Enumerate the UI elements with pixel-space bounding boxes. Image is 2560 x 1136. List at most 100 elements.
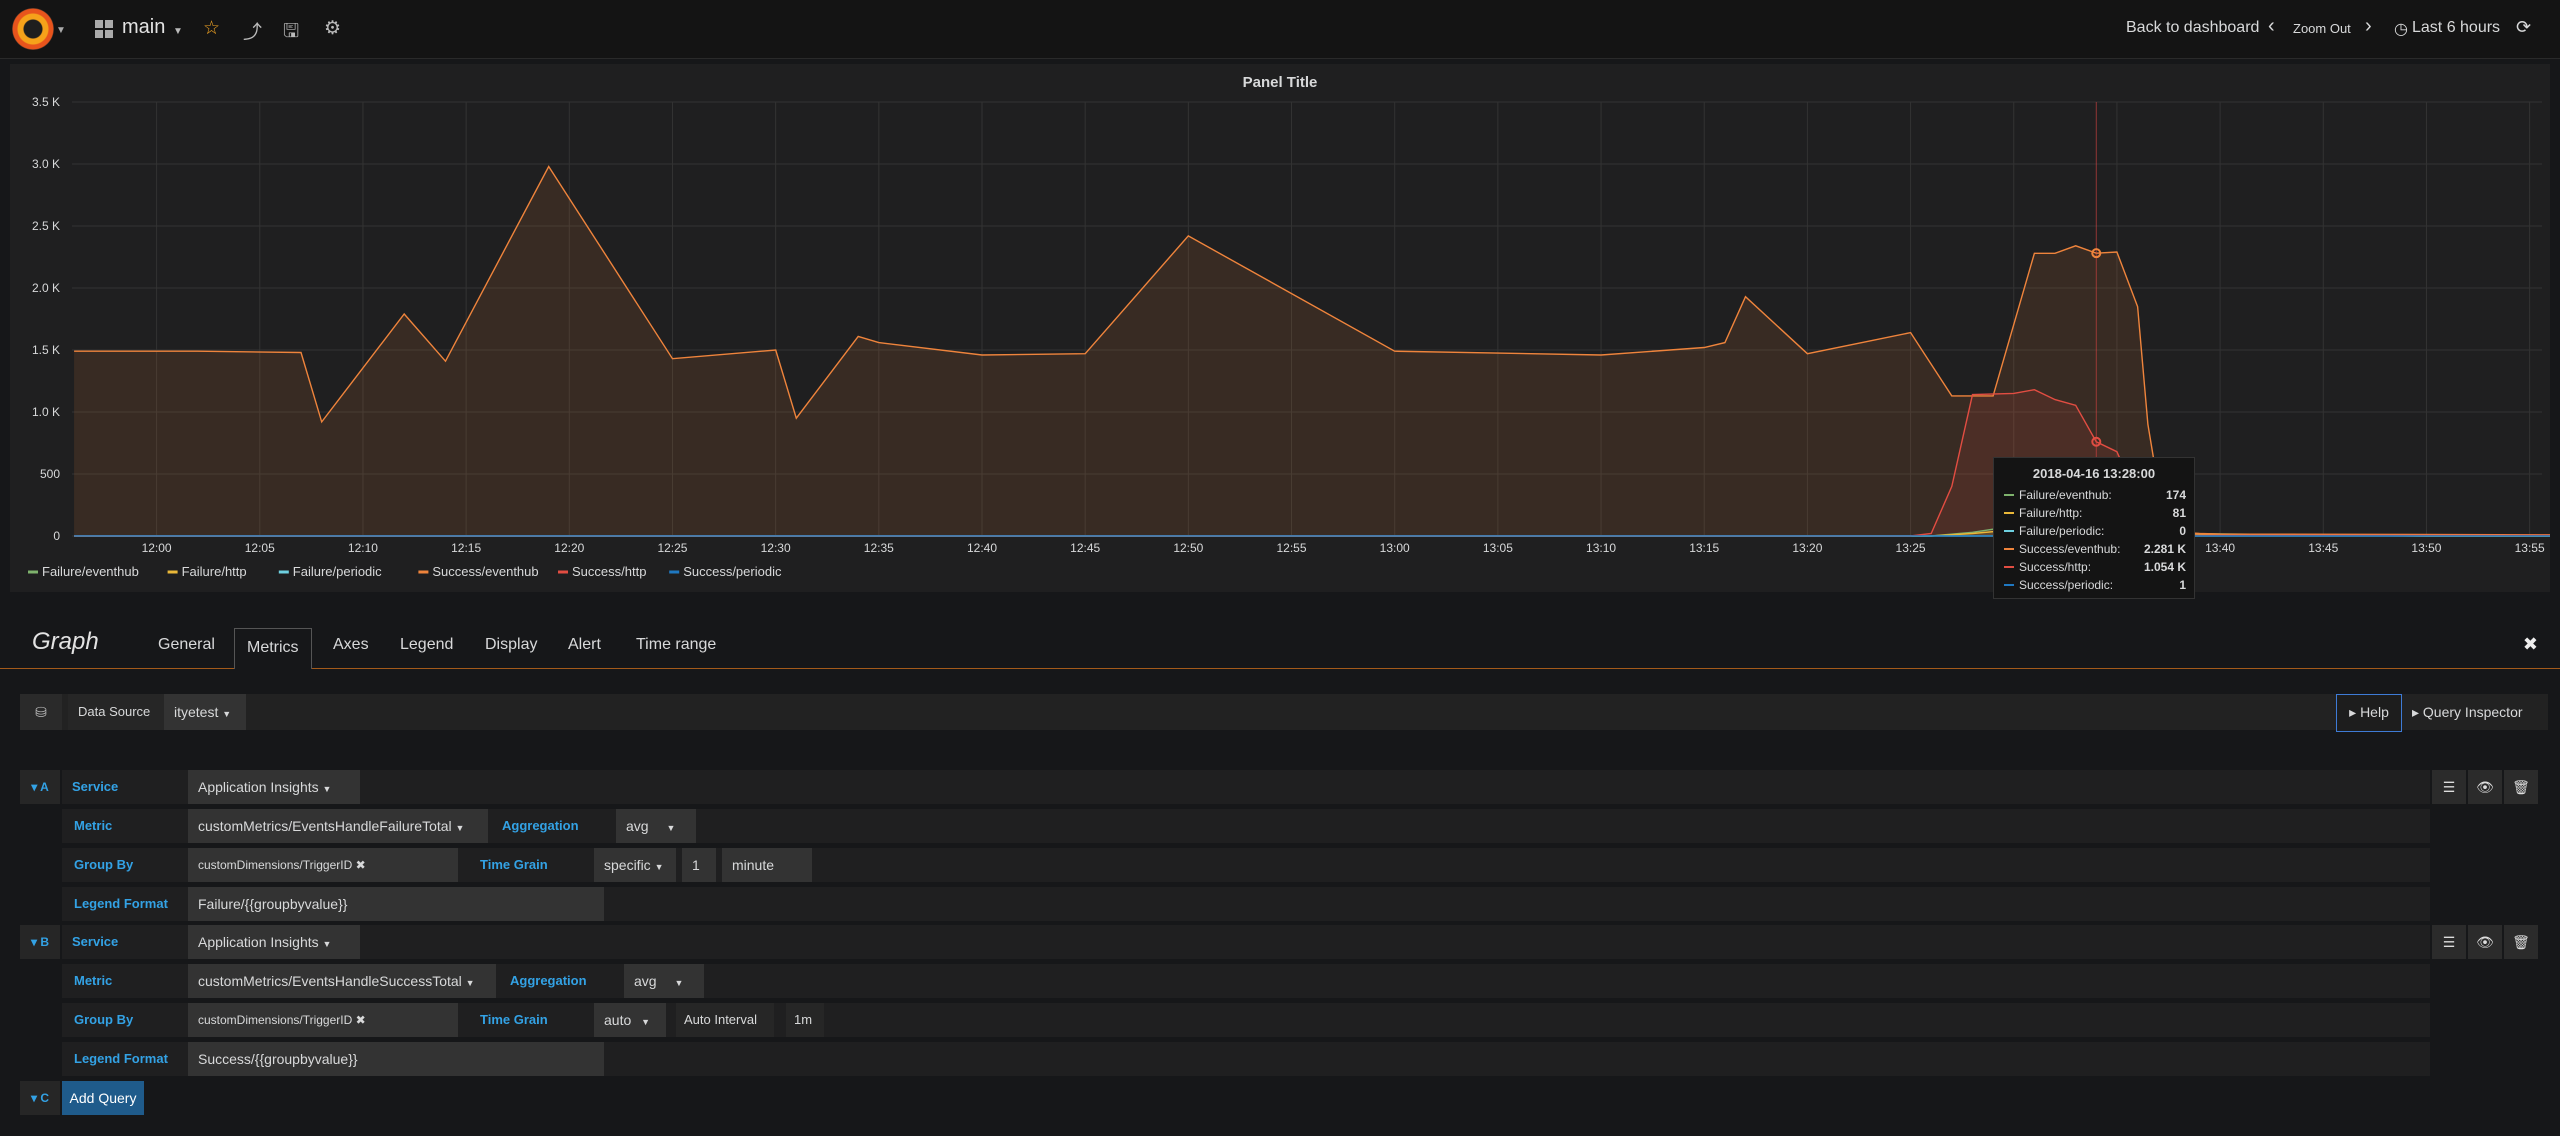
legend-format-label: Legend Format — [74, 1051, 168, 1066]
metric-label: Metric — [74, 818, 113, 833]
legend-format-label: Legend Format — [74, 896, 168, 911]
caret-down-icon: ▼ — [465, 978, 475, 988]
help-button[interactable]: ▸ Help — [2336, 694, 2402, 732]
remove-icon[interactable]: ✖ — [355, 1013, 366, 1027]
series-color-swatch — [2004, 566, 2014, 568]
x-tick-label: 12:15 — [451, 541, 481, 555]
groupby-tag[interactable]: customDimensions/TriggerID ✖ — [188, 848, 458, 882]
tooltip-series-value: 0 — [2179, 524, 2186, 538]
tooltip-series-name: Success/http: — [2019, 560, 2092, 574]
x-tick-label: 13:10 — [1586, 541, 1616, 555]
aggregation-value: avg — [634, 973, 657, 989]
legend-format-input[interactable]: Failure/{{groupbyvalue}} — [188, 887, 604, 921]
query-letter: C — [40, 1091, 50, 1105]
y-tick-label: 1.5 K — [32, 343, 60, 357]
tooltip-series-name: Failure/eventhub: — [2019, 488, 2112, 502]
service-select[interactable]: Application Insights ▼ — [188, 925, 360, 959]
tab-alert[interactable]: Alert — [568, 636, 601, 653]
caret-down-icon: ▼ — [641, 1017, 651, 1027]
time-picker[interactable]: Last 6 hours — [2412, 19, 2501, 36]
timegrain-label: Time Grain — [480, 857, 548, 872]
groupby-label: Group By — [74, 1012, 134, 1027]
trash-icon[interactable]: 🗑 — [2504, 770, 2538, 804]
legend-format-input[interactable]: Success/{{groupbyvalue}} — [188, 1042, 604, 1076]
aggregation-select[interactable]: avg ▼ — [616, 809, 696, 843]
query-inspector-button[interactable]: ▸ Query Inspector — [2412, 694, 2534, 730]
menu-icon[interactable]: ☰ — [2432, 770, 2466, 804]
query-a-service-row: Service Application Insights ▼ — [62, 770, 2430, 804]
query-b-groupby-row: Group By customDimensions/TriggerID ✖ Ti… — [62, 1003, 2430, 1037]
aggregation-select[interactable]: avg ▼ — [624, 964, 704, 998]
tooltip-row: Failure/eventhub: 174 — [1994, 487, 2194, 505]
groupby-tag[interactable]: customDimensions/TriggerID ✖ — [188, 1003, 458, 1037]
series-color-swatch — [2004, 584, 2014, 586]
remove-icon[interactable]: ✖ — [355, 858, 366, 872]
datasource-row: ⛁ Data Source ityetest ▼ — [20, 694, 2548, 730]
tab-general[interactable]: General — [158, 636, 215, 653]
query-letter: A — [40, 780, 49, 794]
eye-icon[interactable]: 👁 — [2468, 770, 2502, 804]
add-query-button[interactable]: Add Query — [62, 1081, 144, 1115]
time-back-icon[interactable]: ‹ — [2268, 15, 2275, 37]
legend-item: Failure/periodic — [293, 564, 382, 579]
timegrain-select[interactable]: specific ▼ — [594, 848, 676, 882]
query-b-toggle[interactable]: ▾ B — [20, 925, 60, 959]
tooltip-row: Failure/http: 81 — [1994, 505, 2194, 523]
time-forward-icon[interactable]: › — [2365, 15, 2372, 37]
y-tick-label: 500 — [40, 467, 60, 481]
query-b-legend-row: Legend Format Success/{{groupbyvalue}} — [62, 1042, 2430, 1076]
trash-icon[interactable]: 🗑 — [2504, 925, 2538, 959]
back-to-dashboard-button[interactable]: Back to dashboard — [2126, 19, 2260, 36]
tab-metrics[interactable]: Metrics — [234, 628, 312, 669]
grafana-logo-icon[interactable] — [12, 8, 54, 50]
refresh-icon[interactable]: ⟳ — [2516, 17, 2532, 37]
zoom-out-button[interactable]: Zoom Out — [2293, 21, 2351, 36]
dashboard-name[interactable]: main — [122, 16, 166, 38]
legend-item: Success/periodic — [683, 564, 782, 579]
caret-down-icon: ▼ — [322, 939, 332, 949]
panel-title[interactable]: Panel Title — [1242, 74, 1318, 91]
x-tick-label: 12:20 — [554, 541, 584, 555]
grain-unit-select[interactable]: minute ▼ — [722, 848, 812, 906]
hover-point — [2091, 248, 2102, 259]
caret-down-icon: ▼ — [455, 823, 465, 833]
query-c-toggle[interactable]: ▾ C — [20, 1081, 60, 1115]
database-icon: ⛁ — [20, 694, 62, 730]
series-line — [74, 165, 2550, 536]
tab-display[interactable]: Display — [485, 636, 538, 653]
legend-item: Failure/eventhub — [42, 564, 139, 579]
x-tick-label: 12:55 — [1277, 541, 1307, 555]
x-tick-label: 12:40 — [967, 541, 997, 555]
top-navbar: ▼ main ▼ ☆ ⤴ 🖫 ⚙ Back to dashboard ‹ Zoo… — [0, 0, 2560, 59]
service-label: Service — [72, 779, 119, 794]
timegrain-select[interactable]: auto ▼ — [594, 1003, 666, 1037]
query-letter: B — [40, 935, 50, 949]
query-a-toggle[interactable]: ▾ A — [20, 770, 60, 804]
tab-time-range[interactable]: Time range — [636, 636, 717, 653]
metric-value: customMetrics/EventsHandleFailureTotal — [198, 818, 452, 834]
x-tick-label: 12:00 — [142, 541, 172, 555]
metric-value: customMetrics/EventsHandleSuccessTotal — [198, 973, 462, 989]
menu-icon[interactable]: ☰ — [2432, 925, 2466, 959]
tooltip-series-value: 1 — [2179, 578, 2186, 592]
datasource-select[interactable]: ityetest ▼ — [164, 694, 246, 730]
x-tick-label: 13:40 — [2205, 541, 2235, 555]
dashboard-grid-icon[interactable] — [95, 20, 113, 38]
service-select[interactable]: Application Insights ▼ — [188, 770, 360, 804]
share-icon[interactable]: ⤴ — [243, 22, 263, 43]
eye-icon[interactable]: 👁 — [2468, 925, 2502, 959]
metric-select[interactable]: customMetrics/EventsHandleSuccessTotal ▼ — [188, 964, 496, 998]
tab-legend[interactable]: Legend — [400, 636, 454, 653]
caret-right-icon: ▸ — [2349, 704, 2357, 720]
star-icon[interactable]: ☆ — [203, 18, 221, 39]
metric-select[interactable]: customMetrics/EventsHandleFailureTotal ▼ — [188, 809, 488, 843]
save-icon[interactable]: 🖫 — [283, 21, 300, 42]
dashboard-caret-icon[interactable]: ▼ — [173, 26, 183, 37]
tab-axes[interactable]: Axes — [333, 636, 369, 653]
caret-down-icon[interactable]: ▼ — [56, 25, 66, 36]
x-tick-label: 13:25 — [1896, 541, 1926, 555]
close-editor-icon[interactable]: ✖ — [2522, 634, 2538, 654]
grain-number-input[interactable]: 1 — [682, 848, 716, 882]
gear-icon[interactable]: ⚙ — [324, 18, 342, 39]
legend-item: Success/eventhub — [432, 564, 538, 579]
